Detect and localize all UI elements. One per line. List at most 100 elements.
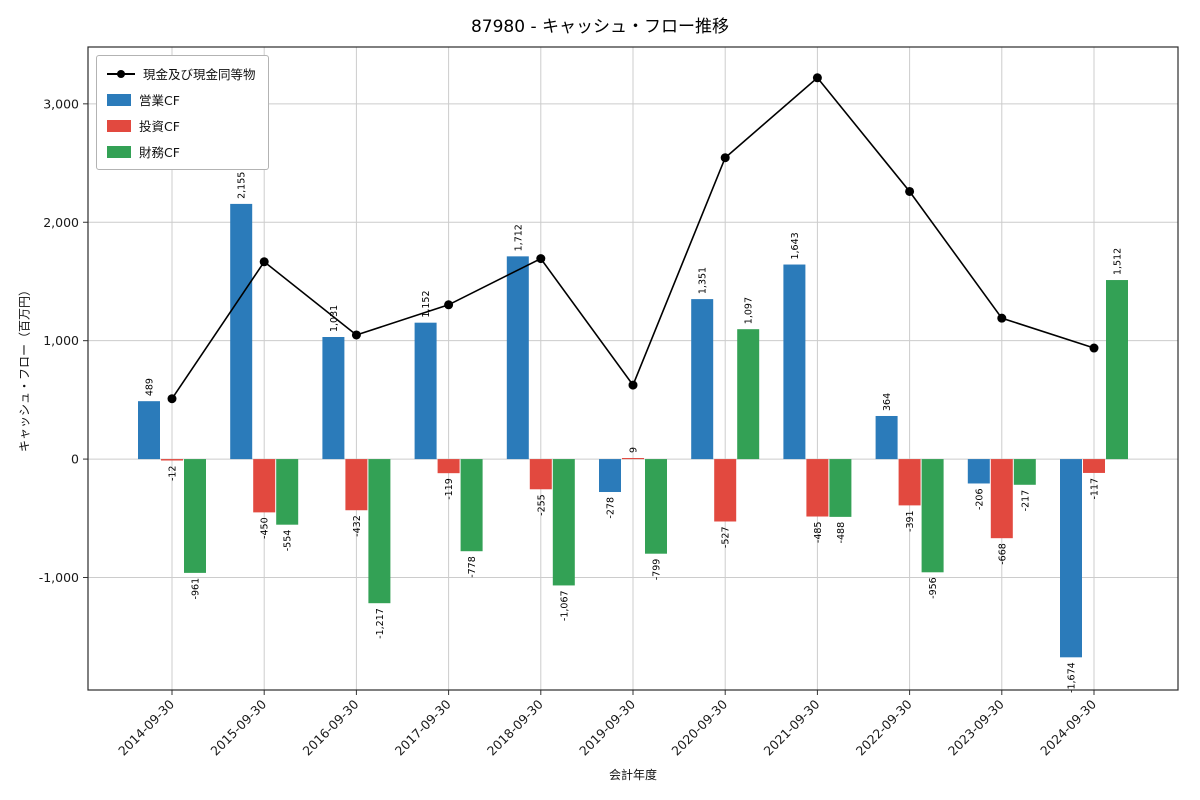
chart-title: 87980 - キャッシュ・フロー推移: [470, 17, 730, 37]
legend-label-cash-equivalents: 現金及び現金同等物: [143, 67, 256, 82]
cash-line-dot-icon: [117, 69, 125, 78]
bar-value-label: -554: [283, 530, 294, 552]
cash-line-point: [905, 186, 915, 196]
bar-投資CF: [1083, 459, 1105, 473]
bar-value-label: 9: [629, 447, 640, 453]
bar-財務CF: [829, 459, 852, 517]
legend-item-cash-equivalents: 現金及び現金同等物: [107, 64, 256, 83]
x-tick-label: 2023-09-30: [945, 696, 1007, 758]
bar-value-label: -278: [606, 497, 617, 519]
bar-財務CF: [552, 459, 575, 586]
bar-営業CF: [414, 322, 437, 460]
bar-value-label: -12: [168, 466, 179, 482]
x-axis-label: 会計年度: [608, 768, 658, 782]
y-tick-label: 3,000: [43, 96, 79, 111]
bar-value-label: -119: [444, 478, 455, 500]
x-tick-label: 2018-09-30: [484, 696, 546, 758]
bar-value-label: -668: [997, 543, 1008, 565]
bar-財務CF: [921, 459, 944, 573]
cash-line-point: [444, 300, 454, 310]
bar-財務CF: [460, 459, 483, 552]
bar-投資CF: [529, 459, 552, 490]
bar-営業CF: [967, 459, 990, 484]
bar-営業CF: [322, 337, 345, 460]
investing-cf-swatch-icon: [107, 119, 131, 132]
legend: 現金及び現金同等物 営業CF 投資CF 財務CF: [96, 55, 269, 170]
financing-cf-swatch-icon: [107, 145, 131, 158]
bar-value-label: 1,152: [421, 290, 432, 317]
x-tick-label: 2019-09-30: [576, 696, 638, 758]
bar-財務CF: [1013, 459, 1036, 485]
bar-value-label: -956: [928, 577, 939, 599]
bar-value-label: -961: [191, 578, 202, 600]
bar-value-label: -488: [836, 522, 847, 544]
bar-投資CF: [806, 459, 829, 517]
bar-財務CF: [1106, 280, 1128, 460]
bar-財務CF: [276, 459, 299, 525]
y-tick-label: 1,000: [43, 333, 79, 348]
bar-投資CF: [622, 458, 644, 460]
bar-value-label: -450: [260, 517, 271, 539]
cash-line-point: [167, 394, 177, 404]
cash-line-point: [1089, 343, 1099, 353]
legend-item-operating-cf: 営業CF: [107, 90, 256, 109]
x-tick-label: 2021-09-30: [761, 696, 823, 758]
x-tick-label: 2015-09-30: [207, 696, 269, 758]
x-tick-label: 2016-09-30: [300, 696, 362, 758]
bar-value-label: -391: [905, 510, 916, 532]
x-tick-label: 2014-09-30: [115, 696, 177, 758]
bar-value-label: -1,674: [1067, 662, 1078, 693]
bar-営業CF: [230, 203, 253, 460]
bar-営業CF: [506, 256, 529, 460]
bar-投資CF: [161, 459, 183, 461]
legend-item-financing-cf: 財務CF: [107, 142, 256, 161]
legend-label-financing-cf: 財務CF: [139, 145, 180, 160]
bar-value-label: 1,712: [513, 224, 524, 251]
cash-line-point: [812, 73, 822, 83]
bar-営業CF: [691, 299, 714, 460]
bar-value-label: -799: [652, 559, 663, 581]
bar-value-label: 364: [882, 393, 893, 411]
bar-value-label: -485: [813, 522, 824, 544]
y-axis-label: キャッシュ・フロー（百万円）: [17, 283, 32, 453]
bar-営業CF: [138, 401, 160, 460]
cash-line-marker-icon: [107, 68, 135, 80]
cash-line-point: [997, 313, 1007, 323]
bar-投資CF: [437, 459, 460, 474]
cash-line-point: [259, 257, 269, 267]
bar-財務CF: [184, 459, 206, 573]
cash-line-point: [351, 330, 361, 340]
bar-営業CF: [599, 459, 621, 493]
legend-label-operating-cf: 営業CF: [139, 93, 180, 108]
bar-財務CF: [368, 459, 391, 604]
y-tick-label: 0: [71, 452, 79, 467]
bar-投資CF: [345, 459, 368, 511]
bar-value-label: 1,643: [790, 232, 801, 259]
y-tick-label: 2,000: [43, 215, 79, 230]
legend-item-investing-cf: 投資CF: [107, 116, 256, 135]
bar-投資CF: [990, 459, 1013, 539]
bar-value-label: 2,155: [237, 172, 248, 199]
bar-value-label: 1,097: [744, 297, 755, 324]
bar-value-label: 489: [145, 378, 156, 396]
operating-cf-swatch-icon: [107, 93, 131, 106]
cash-line-point: [720, 153, 730, 163]
cash-line-point: [628, 380, 638, 390]
bar-営業CF: [783, 264, 806, 460]
x-tick-label: 2022-09-30: [853, 696, 915, 758]
bar-value-label: -217: [1020, 490, 1031, 512]
bar-value-label: -1,067: [559, 590, 570, 621]
bar-value-label: -432: [352, 515, 363, 537]
legend-label-investing-cf: 投資CF: [139, 119, 180, 134]
bar-value-label: -778: [467, 556, 478, 578]
bar-value-label: -1,217: [375, 608, 386, 639]
bar-投資CF: [253, 459, 276, 513]
bar-value-label: 1,351: [698, 267, 709, 294]
y-tick-label: -1,000: [39, 570, 79, 585]
bar-value-label: 1,512: [1113, 248, 1124, 275]
bar-営業CF: [875, 415, 898, 460]
x-tick-label: 2017-09-30: [392, 696, 454, 758]
bar-value-label: -206: [974, 488, 985, 510]
